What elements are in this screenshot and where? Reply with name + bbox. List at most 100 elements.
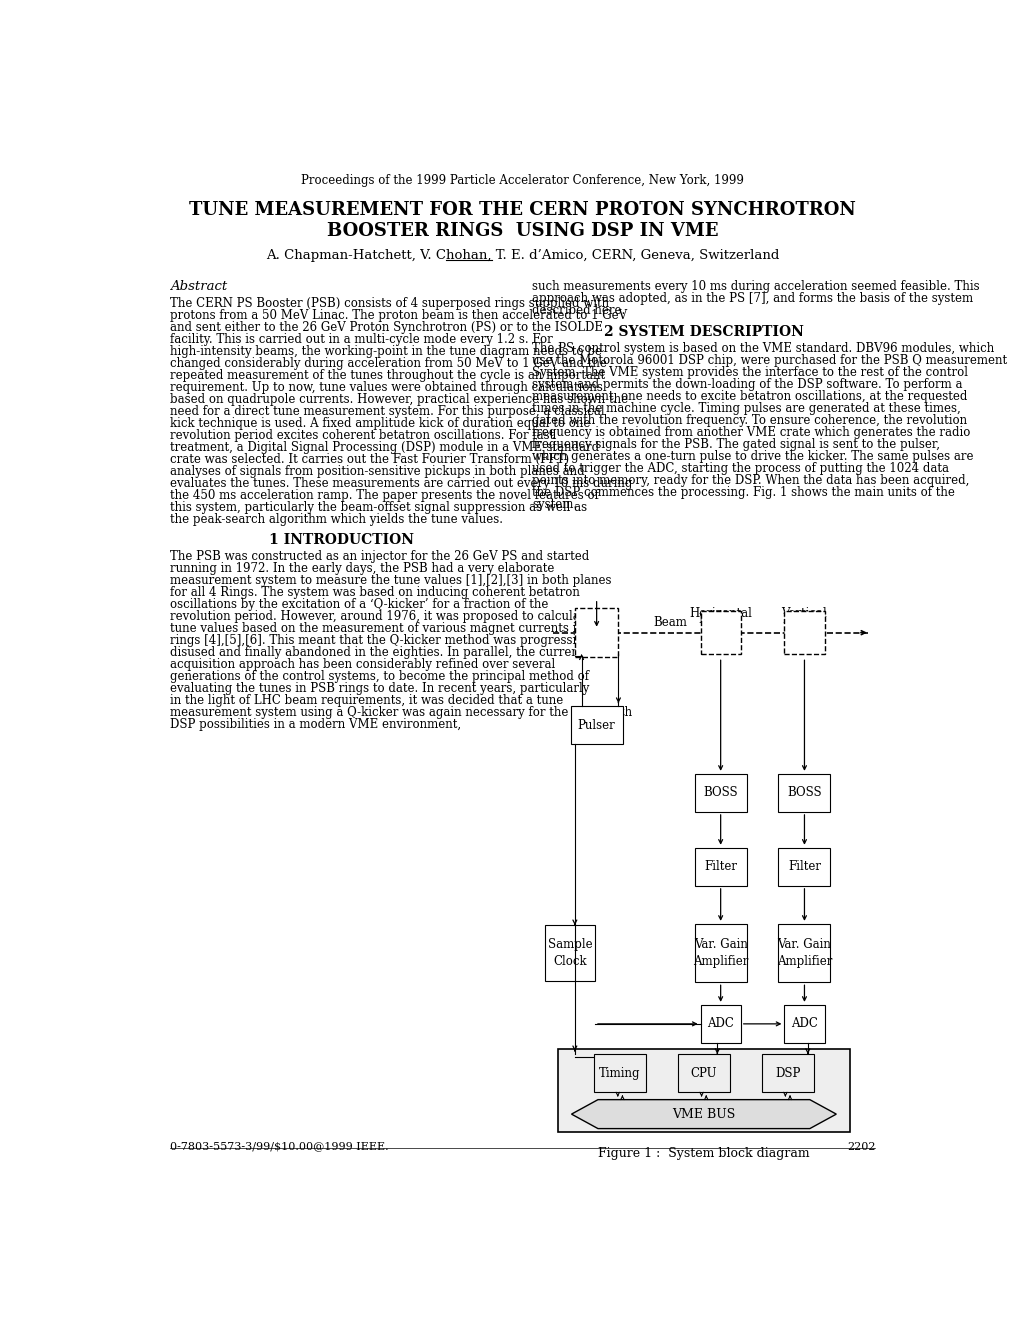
- Text: generations of the control systems, to become the principal method of: generations of the control systems, to b…: [170, 669, 589, 682]
- Text: ADC: ADC: [791, 1018, 817, 1031]
- Text: revolution period excites coherent betatron oscillations. For fast: revolution period excites coherent betat…: [170, 429, 554, 442]
- FancyBboxPatch shape: [570, 706, 622, 744]
- Text: used to trigger the ADC, starting the process of putting the 1024 data: used to trigger the ADC, starting the pr…: [532, 462, 949, 475]
- Text: ADC: ADC: [706, 1018, 734, 1031]
- Text: Proceedings of the 1999 Particle Accelerator Conference, New York, 1999: Proceedings of the 1999 Particle Acceler…: [301, 174, 744, 187]
- Text: rings [4],[5],[6]. This meant that the Q-kicker method was progressively: rings [4],[5],[6]. This meant that the Q…: [170, 634, 600, 647]
- Text: Sample: Sample: [547, 939, 592, 952]
- Text: disused and finally abandoned in the eighties. In parallel, the current: disused and finally abandoned in the eig…: [170, 645, 583, 659]
- Text: Var. Gain: Var. Gain: [693, 937, 747, 950]
- Text: measurement system to measure the tune values [1],[2],[3] in both planes: measurement system to measure the tune v…: [170, 574, 611, 586]
- Text: VME BUS: VME BUS: [672, 1107, 735, 1121]
- FancyBboxPatch shape: [700, 611, 740, 655]
- Text: points into memory, ready for the DSP. When the data has been acquired,: points into memory, ready for the DSP. W…: [532, 474, 969, 487]
- FancyBboxPatch shape: [678, 1055, 730, 1092]
- Text: DSP possibilities in a modern VME environment,: DSP possibilities in a modern VME enviro…: [170, 718, 461, 730]
- Text: gated with the revolution frequency. To ensure coherence, the revolution: gated with the revolution frequency. To …: [532, 414, 967, 428]
- Text: Kicker: Kicker: [577, 610, 615, 623]
- Text: 0-7803-5573-3/99/$10.00@1999 IEEE.: 0-7803-5573-3/99/$10.00@1999 IEEE.: [170, 1142, 388, 1151]
- Text: treatment, a Digital Signal Processing (DSP) module in a VME-standard: treatment, a Digital Signal Processing (…: [170, 441, 599, 454]
- Text: evaluates the tunes. These measurements are carried out every 10 ms during: evaluates the tunes. These measurements …: [170, 477, 632, 490]
- Text: in the light of LHC beam requirements, it was decided that a tune: in the light of LHC beam requirements, i…: [170, 693, 562, 706]
- Text: frequency is obtained from another VME crate which generates the radio: frequency is obtained from another VME c…: [532, 426, 970, 440]
- Text: 1 INTRODUCTION: 1 INTRODUCTION: [269, 533, 414, 546]
- Text: Pick-up: Pick-up: [782, 612, 825, 626]
- Text: 2 SYSTEM DESCRIPTION: 2 SYSTEM DESCRIPTION: [603, 325, 803, 339]
- Text: analyses of signals from position-sensitive pickups in both planes and: analyses of signals from position-sensit…: [170, 465, 584, 478]
- Text: Horizontal: Horizontal: [689, 607, 751, 619]
- FancyBboxPatch shape: [700, 1005, 740, 1043]
- Text: times in the machine cycle. Timing pulses are generated at these times,: times in the machine cycle. Timing pulse…: [532, 403, 960, 416]
- Text: Vertical: Vertical: [781, 607, 826, 619]
- Text: Pulser: Pulser: [577, 718, 614, 731]
- Text: BOSS: BOSS: [787, 787, 821, 800]
- Text: running in 1972. In the early days, the PSB had a very elaborate: running in 1972. In the early days, the …: [170, 561, 554, 574]
- Text: this system, particularly the beam-offset signal suppression as well as: this system, particularly the beam-offse…: [170, 502, 587, 513]
- Text: The PS control system is based on the VME standard. DBV96 modules, which: The PS control system is based on the VM…: [532, 342, 994, 355]
- Text: The CERN PS Booster (PSB) consists of 4 superposed rings supplied with: The CERN PS Booster (PSB) consists of 4 …: [170, 297, 608, 310]
- Text: BOOSTER RINGS  USING DSP IN VME: BOOSTER RINGS USING DSP IN VME: [327, 222, 717, 240]
- Text: System. The VME system provides the interface to the rest of the control: System. The VME system provides the inte…: [532, 366, 967, 379]
- Text: Var. Gain: Var. Gain: [776, 937, 830, 950]
- Text: CPU: CPU: [690, 1067, 716, 1080]
- Text: facility. This is carried out in a multi-cycle mode every 1.2 s. For: facility. This is carried out in a multi…: [170, 333, 552, 346]
- Text: Figure 1 :  System block diagram: Figure 1 : System block diagram: [597, 1147, 809, 1160]
- Text: Amplifier: Amplifier: [776, 956, 832, 969]
- Text: DSP: DSP: [774, 1067, 800, 1080]
- Text: protons from a 50 MeV Linac. The proton beam is then accelerated to 1 GeV: protons from a 50 MeV Linac. The proton …: [170, 309, 627, 322]
- Text: system and permits the down-loading of the DSP software. To perform a: system and permits the down-loading of t…: [532, 379, 962, 391]
- Text: approach was adopted, as in the PS [7], and forms the basis of the system: approach was adopted, as in the PS [7], …: [532, 292, 972, 305]
- Text: Clock: Clock: [552, 954, 586, 968]
- FancyBboxPatch shape: [694, 924, 746, 982]
- FancyBboxPatch shape: [557, 1048, 849, 1131]
- FancyBboxPatch shape: [694, 847, 746, 886]
- Text: revolution period. However, around 1976, it was proposed to calculate the: revolution period. However, around 1976,…: [170, 610, 613, 623]
- FancyBboxPatch shape: [777, 774, 829, 812]
- Text: acquisition approach has been considerably refined over several: acquisition approach has been considerab…: [170, 657, 554, 671]
- Text: Amplifier: Amplifier: [692, 956, 748, 969]
- Text: described here.: described here.: [532, 304, 625, 317]
- Text: The PSB was constructed as an injector for the 26 GeV PS and started: The PSB was constructed as an injector f…: [170, 549, 589, 562]
- Text: 2202: 2202: [846, 1142, 874, 1151]
- Text: changed considerably during acceleration from 50 MeV to 1 GeV and the: changed considerably during acceleration…: [170, 356, 606, 370]
- FancyBboxPatch shape: [784, 1005, 823, 1043]
- Text: requirement. Up to now, tune values were obtained through calculations: requirement. Up to now, tune values were…: [170, 381, 602, 393]
- Text: Filter: Filter: [703, 861, 737, 874]
- Text: high-intensity beams, the working-point in the tune diagram needs to be: high-intensity beams, the working-point …: [170, 345, 601, 358]
- Text: the 450 ms acceleration ramp. The paper presents the novel features of: the 450 ms acceleration ramp. The paper …: [170, 488, 598, 502]
- Text: TUNE MEASUREMENT FOR THE CERN PROTON SYNCHROTRON: TUNE MEASUREMENT FOR THE CERN PROTON SYN…: [190, 201, 855, 219]
- Text: the peak-search algorithm which yields the tune values.: the peak-search algorithm which yields t…: [170, 513, 502, 525]
- Text: the DSP commences the processing. Fig. 1 shows the main units of the: the DSP commences the processing. Fig. 1…: [532, 486, 955, 499]
- FancyBboxPatch shape: [777, 847, 829, 886]
- FancyBboxPatch shape: [575, 609, 618, 657]
- Text: Timing: Timing: [599, 1067, 640, 1080]
- FancyBboxPatch shape: [777, 924, 829, 982]
- Text: BOSS: BOSS: [703, 787, 738, 800]
- Text: measurement system using a Q-kicker was again necessary for the PSB. With: measurement system using a Q-kicker was …: [170, 706, 632, 718]
- Text: Abstract: Abstract: [170, 280, 227, 293]
- Text: need for a direct tune measurement system. For this purpose, a classical: need for a direct tune measurement syste…: [170, 405, 604, 418]
- Text: such measurements every 10 ms during acceleration seemed feasible. This: such measurements every 10 ms during acc…: [532, 280, 979, 293]
- Text: Pick-up: Pick-up: [698, 612, 742, 626]
- Text: crate was selected. It carries out the Fast Fourier Transform (FFT): crate was selected. It carries out the F…: [170, 453, 569, 466]
- Text: for all 4 Rings. The system was based on inducing coherent betatron: for all 4 Rings. The system was based on…: [170, 586, 580, 599]
- FancyBboxPatch shape: [593, 1055, 645, 1092]
- Text: frequency signals for the PSB. The gated signal is sent to the pulser,: frequency signals for the PSB. The gated…: [532, 438, 940, 451]
- Text: tune values based on the measurement of various magnet currents in the: tune values based on the measurement of …: [170, 622, 606, 635]
- FancyBboxPatch shape: [694, 774, 746, 812]
- FancyBboxPatch shape: [761, 1055, 813, 1092]
- Polygon shape: [571, 1100, 836, 1129]
- Text: kick technique is used. A fixed amplitude kick of duration equal to one: kick technique is used. A fixed amplitud…: [170, 417, 590, 430]
- Text: measurement, one needs to excite betatron oscillations, at the requested: measurement, one needs to excite betatro…: [532, 391, 967, 403]
- Text: system.: system.: [532, 498, 577, 511]
- Text: and sent either to the 26 GeV Proton Synchrotron (PS) or to the ISOLDE: and sent either to the 26 GeV Proton Syn…: [170, 321, 602, 334]
- Text: evaluating the tunes in PSB rings to date. In recent years, particularly: evaluating the tunes in PSB rings to dat…: [170, 681, 589, 694]
- FancyBboxPatch shape: [544, 925, 594, 981]
- Text: based on quadrupole currents. However, practical experience has shown the: based on quadrupole currents. However, p…: [170, 393, 628, 407]
- Text: Beam: Beam: [653, 616, 687, 628]
- Text: which generates a one-turn pulse to drive the kicker. The same pulses are: which generates a one-turn pulse to driv…: [532, 450, 973, 463]
- Text: use the Motorola 96001 DSP chip, were purchased for the PSB Q measurement: use the Motorola 96001 DSP chip, were pu…: [532, 354, 1007, 367]
- Text: oscillations by the excitation of a ‘Q-kicker’ for a fraction of the: oscillations by the excitation of a ‘Q-k…: [170, 598, 548, 611]
- Text: Filter: Filter: [788, 861, 820, 874]
- Text: repeated measurement of the tunes throughout the cycle is an important: repeated measurement of the tunes throug…: [170, 370, 604, 381]
